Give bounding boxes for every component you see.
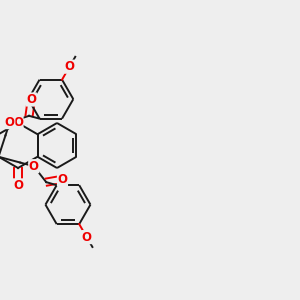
- Text: O: O: [64, 60, 74, 73]
- Text: O: O: [13, 116, 23, 130]
- Text: O: O: [5, 116, 15, 129]
- Text: O: O: [58, 173, 68, 186]
- Text: O: O: [26, 93, 36, 106]
- Text: O: O: [13, 179, 23, 192]
- Text: O: O: [82, 231, 92, 244]
- Text: O: O: [29, 160, 39, 173]
